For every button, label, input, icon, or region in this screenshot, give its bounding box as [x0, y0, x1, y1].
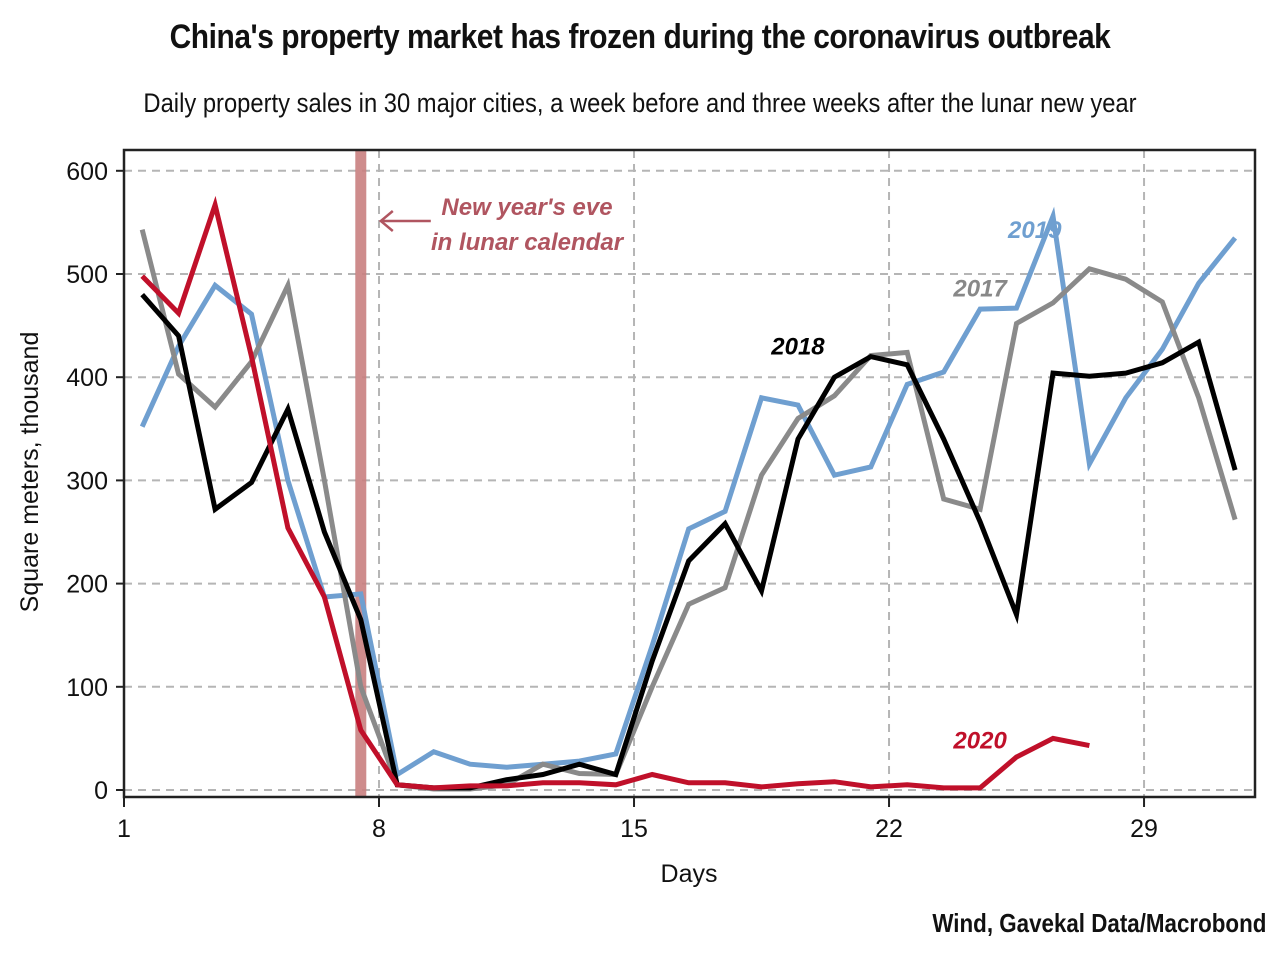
plot-frame: [122, 148, 1257, 799]
series-label-2019: 2019: [1007, 217, 1062, 244]
y-axis: 0 100 200 300 400 500 600: [66, 158, 124, 805]
x-axis-title: Days: [661, 860, 718, 888]
new-year-annotation: New year's eve in lunar calendar: [378, 194, 625, 256]
new-year-eve-band: [355, 150, 367, 797]
y-axis-title: Square meters, thousand: [16, 332, 44, 613]
x-axis: 1 8 15 22 29: [117, 797, 1158, 843]
series-label-2017: 2017: [952, 276, 1008, 303]
y-tick-label: 300: [66, 467, 108, 495]
x-tick-label: 22: [875, 815, 903, 843]
x-tick-label: 29: [1130, 815, 1158, 843]
annotation-label-line1: New year's eve: [441, 194, 612, 221]
y-tick-label: 400: [66, 364, 108, 392]
source-credit: Wind, Gavekal Data/Macrobond: [931, 908, 1266, 938]
grid: [124, 150, 1255, 797]
y-tick-label: 500: [66, 261, 108, 289]
series-label-2018: 2018: [770, 333, 825, 360]
y-tick-label: 100: [66, 674, 108, 702]
x-tick-label: 1: [117, 815, 131, 843]
series-line-2020: [140, 195, 1090, 791]
y-tick-label: 200: [66, 571, 108, 599]
chart-title: China's property market has frozen durin…: [169, 18, 1111, 56]
series-line-2017: [139, 228, 1238, 792]
series-line-2018: [140, 292, 1238, 791]
x-tick-label: 15: [620, 815, 648, 843]
x-tick-label: 8: [372, 815, 386, 843]
series-labels: 2019 2017 2018 2020: [770, 217, 1062, 755]
y-tick-label: 600: [66, 158, 108, 186]
series-lines: [139, 195, 1238, 792]
annotation-label-line2: in lunar calendar: [431, 229, 625, 256]
y-tick-label: 0: [94, 777, 108, 805]
series-label-2020: 2020: [952, 728, 1007, 755]
series-line-2019: [139, 206, 1238, 779]
annotation-arrowhead-icon: [378, 210, 394, 232]
chart-subtitle: Daily property sales in 30 major cities,…: [143, 88, 1137, 118]
plot-border: [122, 148, 1257, 799]
